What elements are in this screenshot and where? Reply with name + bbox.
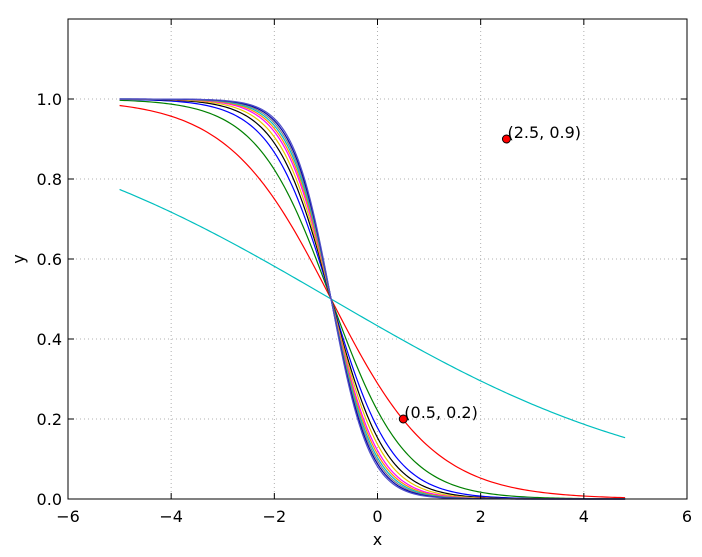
x-axis-label: x [373,530,382,549]
y-tick-label: 0.8 [37,170,62,189]
series-line [119,188,626,439]
y-tick-label: 0.6 [37,250,62,269]
x-tick-label: −6 [56,507,80,526]
points-group: (0.5, 0.2) (2.5, 0.9) [398,123,581,424]
x-tick-label: 0 [372,507,382,526]
y-tick-label: 0.4 [37,330,62,349]
point-label: (0.5, 0.2) [404,403,478,422]
point-label: (2.5, 0.9) [507,123,581,142]
series-group [119,98,626,500]
x-tick-label: −4 [159,507,183,526]
y-tick-label: 0.2 [37,410,62,429]
data-point [501,134,511,144]
series-line [119,104,626,499]
x-tick-label: 6 [682,507,692,526]
x-tick-label: 2 [476,507,486,526]
series-line [119,98,626,500]
y-axis-label: y [9,254,28,263]
grid [68,19,687,499]
y-tick-label: 1.0 [37,90,62,109]
data-point [398,414,408,424]
series-line [119,99,626,500]
ticks: −6 −4 −2 0 2 4 6 0.0 0.2 0.4 0.6 0.8 1.0 [37,19,692,526]
x-tick-label: 4 [579,507,589,526]
x-tick-label: −2 [263,507,287,526]
y-tick-label: 0.0 [37,490,62,509]
